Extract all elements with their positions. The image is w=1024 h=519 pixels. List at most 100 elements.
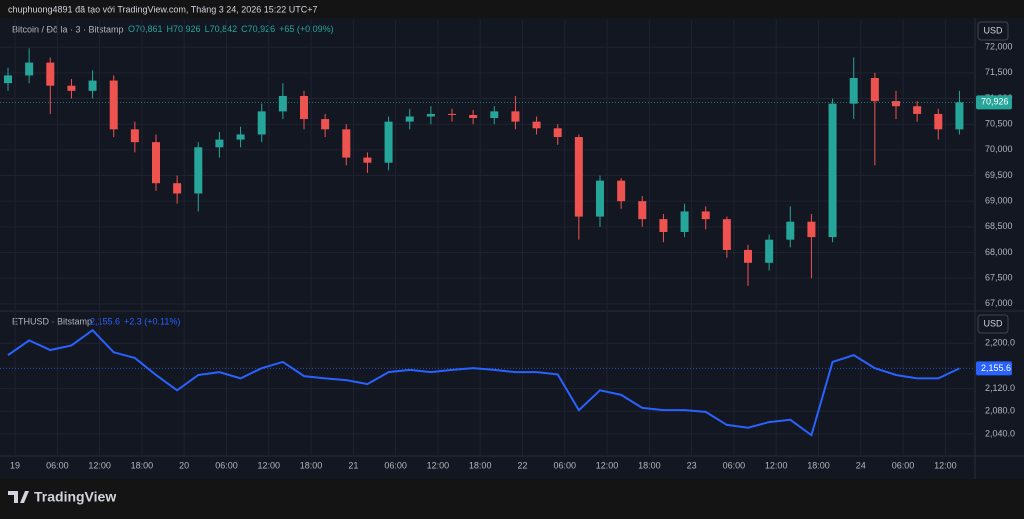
header: chuphuong4891 đã tạo với TradingView.com…: [8, 4, 318, 14]
candle-body: [363, 157, 372, 163]
legend-change: +2.3 (+0.11%): [124, 316, 180, 326]
logo: TradingView: [8, 489, 116, 505]
candle-body: [4, 75, 12, 84]
x-tick-label: 12:00: [934, 460, 957, 470]
x-tick-label: 12:00: [596, 460, 619, 470]
currency-button[interactable]: [977, 314, 1009, 334]
ohlc-item: H70,926: [167, 24, 201, 34]
x-tick-label: 18:00: [638, 460, 661, 470]
last-price-box: [976, 361, 1012, 376]
last-price-box: [976, 95, 1012, 110]
candle-body: [934, 113, 943, 130]
brand: TradingView: [34, 489, 116, 505]
line-series: [7, 328, 960, 437]
x-tick-label: 06:00: [46, 460, 69, 470]
candle-body: [46, 62, 55, 86]
logo-icon: [8, 491, 29, 503]
candle-body: [617, 180, 626, 202]
candle-body: [765, 239, 774, 263]
candle-body: [574, 137, 583, 217]
x-tick-label: 06:00: [215, 460, 238, 470]
y-tick-label: 67,000: [985, 298, 1013, 308]
legend-btc: Bitcoin / Đô la · 3 · Bitstamp O70,861 H7…: [12, 24, 334, 34]
x-tick-label: 12:00: [427, 460, 450, 470]
x-tick-label: 06:00: [723, 460, 746, 470]
x-tick-label: 20: [179, 460, 189, 470]
y-tick-label: 68,500: [985, 221, 1013, 231]
candle-body: [659, 219, 668, 232]
ohlc-item: O70,861: [128, 24, 163, 34]
y-tick-label: 70,000: [985, 144, 1013, 154]
y-tick-label: 68,000: [985, 247, 1013, 257]
y-tick-label: 2,200.0: [985, 338, 1015, 348]
candle-body: [596, 180, 604, 217]
x-tick-label: 06:00: [892, 460, 915, 470]
x-tick-label: 19: [10, 460, 20, 470]
x-tick-label: 18:00: [131, 460, 154, 470]
candle-body: [321, 119, 330, 130]
candle-body: [194, 147, 203, 194]
y-tick-label: 71,500: [985, 67, 1013, 77]
y-tick-label: 2,080.0: [985, 406, 1015, 416]
candle-body: [88, 80, 97, 91]
y-tick-label: 2,040.0: [985, 428, 1015, 438]
candle-body: [469, 114, 478, 119]
currency-button[interactable]: [977, 21, 1009, 41]
candle-body: [342, 129, 351, 158]
x-tick-label: 06:00: [553, 460, 576, 470]
candle-body: [849, 78, 858, 104]
candle-body: [553, 128, 562, 138]
candle-body: [870, 78, 879, 102]
candle-body: [828, 103, 837, 238]
candle-body: [511, 111, 520, 122]
candle-body: [786, 221, 795, 240]
candle-body: [701, 211, 710, 220]
pane: 2,040.0 2,080.0 2,120.0 2,200.0 19 06:00 12:00…: [0, 312, 1015, 470]
x-tick-label: 18:00: [469, 460, 492, 470]
y-tick-label: 72,000: [985, 42, 1013, 52]
y-tick-label: 69,000: [985, 196, 1013, 206]
currency[interactable]: USD: [983, 318, 1003, 328]
candle-body: [152, 142, 160, 184]
candle-body: [257, 111, 266, 135]
candle-body: [236, 134, 245, 140]
x-tick-label: 18:00: [300, 460, 323, 470]
candle-body: [300, 95, 308, 120]
ohlc-item: C70,926: [241, 24, 275, 34]
x-tick-label: 12:00: [257, 460, 280, 470]
x-tick-label: 06:00: [384, 460, 407, 470]
x-tick-label: 24: [856, 460, 866, 470]
x-tick-label: 21: [348, 460, 358, 470]
candle-body: [278, 95, 287, 112]
x-tick-label: 18:00: [807, 460, 830, 470]
x-tick-label: 23: [687, 460, 697, 470]
legend-title: ETHUSD · Bitstamp: [12, 316, 92, 326]
candle-body: [109, 80, 118, 130]
candle-body: [405, 116, 414, 122]
candle-body: [680, 211, 689, 232]
x-tick-label: 22: [517, 460, 527, 470]
candle-body: [722, 219, 731, 250]
candle-body: [67, 85, 76, 91]
last-price-label: 70,926: [981, 97, 1009, 107]
candle-body: [130, 129, 139, 143]
candle-body: [215, 139, 224, 148]
y-tick-label: 67,500: [985, 273, 1013, 283]
candle-body: [448, 113, 456, 115]
y-tick-label: 2,120.0: [985, 383, 1015, 393]
candle-body: [955, 102, 964, 130]
legend-title: Bitcoin / Đô la · 3 · Bitstamp: [12, 24, 124, 34]
pane: 67,000 67,500 68,000 68,500 69,000 69,500 70,0…: [0, 20, 1013, 310]
x-tick-label: 12:00: [765, 460, 788, 470]
currency[interactable]: USD: [983, 25, 1003, 35]
last-price-label: 2,155.6: [981, 363, 1011, 373]
y-tick-label: 69,500: [985, 170, 1013, 180]
ohlc: O70,861 H70,926 L70,842 C70,926 +65 (+0.09%): [128, 24, 334, 34]
x-tick-label: 12:00: [88, 460, 111, 470]
ohlc-item: +65 (+0.09%): [279, 24, 334, 34]
y-tick-label: 70,500: [985, 119, 1013, 129]
candle-body: [913, 106, 922, 114]
candle-body: [892, 101, 900, 107]
